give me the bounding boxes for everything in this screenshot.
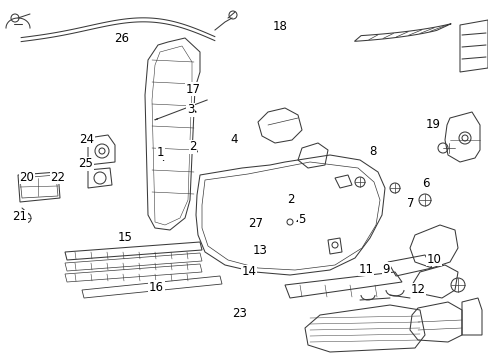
Text: 16: 16: [149, 281, 163, 294]
Text: 8: 8: [368, 145, 376, 158]
Text: 25: 25: [78, 157, 93, 170]
Text: 26: 26: [114, 32, 128, 45]
Text: 24: 24: [80, 133, 94, 146]
Text: 5: 5: [298, 213, 305, 226]
Text: 2: 2: [189, 140, 197, 153]
Text: 14: 14: [242, 265, 256, 278]
Text: 13: 13: [252, 244, 267, 257]
Text: 23: 23: [232, 307, 246, 320]
Text: 12: 12: [410, 283, 425, 296]
Text: 15: 15: [117, 231, 132, 244]
Text: 3: 3: [186, 103, 194, 116]
Text: 7: 7: [406, 197, 414, 210]
Text: 9: 9: [382, 263, 389, 276]
Text: 11: 11: [358, 263, 372, 276]
Text: 21: 21: [12, 210, 27, 223]
Text: 2: 2: [286, 193, 294, 206]
Text: 6: 6: [421, 177, 428, 190]
Text: 18: 18: [272, 21, 286, 33]
Text: 27: 27: [247, 217, 262, 230]
Text: 22: 22: [50, 171, 65, 184]
Text: 4: 4: [229, 133, 237, 146]
Text: 17: 17: [185, 83, 200, 96]
Text: 1: 1: [156, 147, 164, 159]
Text: 19: 19: [425, 118, 439, 131]
Text: 10: 10: [426, 253, 441, 266]
Text: 20: 20: [20, 171, 34, 184]
